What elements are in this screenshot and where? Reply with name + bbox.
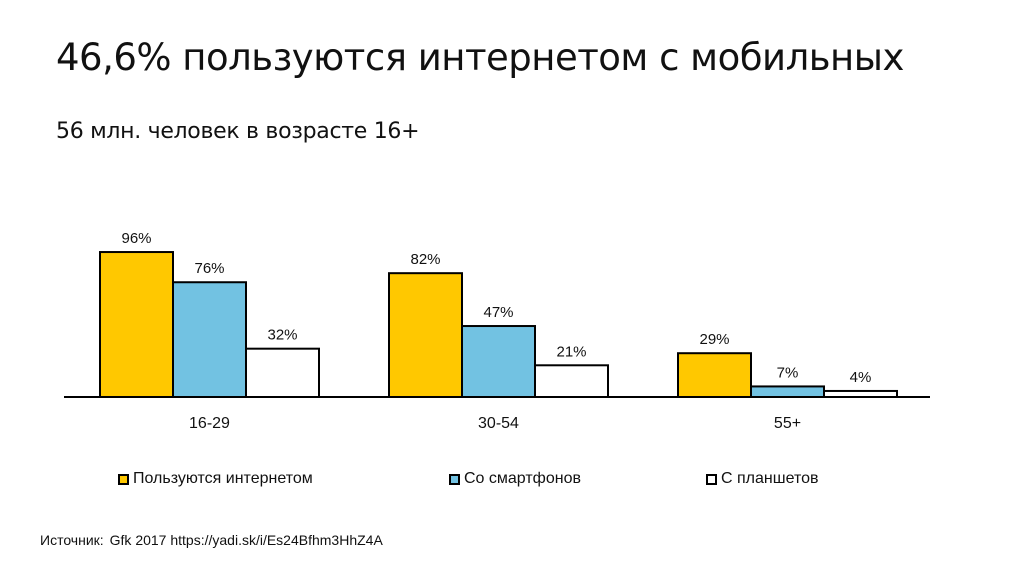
data-label-smartphone-2: 7% <box>777 364 799 381</box>
legend-label-internet: Пользуются интернетом <box>133 470 313 487</box>
legend-swatch-internet <box>118 473 129 485</box>
source-text: Gfk 2017 https://yadi.sk/i/Es24Bfhm3HhZ4… <box>109 532 383 548</box>
data-label-internet-2: 29% <box>699 331 729 348</box>
chart-title: 46,6% пользуются интернетом с мобильных <box>56 36 904 79</box>
source-label: Источник: <box>40 532 104 548</box>
legend-item-internet: Пользуются интернетом <box>118 468 313 490</box>
data-label-internet-1: 82% <box>410 251 440 268</box>
bar-internet-0 <box>99 251 174 398</box>
bar-tablet-0 <box>245 347 320 398</box>
bar-smartphone-1 <box>461 325 536 398</box>
x-tick-label-0: 16-29 <box>189 415 230 432</box>
x-tick-label-1: 30-54 <box>478 415 519 432</box>
data-label-tablet-0: 32% <box>267 327 297 344</box>
legend-label-smartphone: Со смартфонов <box>464 470 581 487</box>
bar-internet-2 <box>677 352 752 398</box>
data-label-smartphone-1: 47% <box>483 304 513 321</box>
bar-smartphone-0 <box>172 281 247 398</box>
source-note: Источник: Gfk 2017 https://yadi.sk/i/Es24… <box>40 531 383 549</box>
legend-item-smartphone: Со смартфонов <box>449 468 581 490</box>
legend-swatch-smartphone <box>449 473 460 485</box>
bar-smartphone-2 <box>750 385 825 398</box>
legend-swatch-tablet <box>706 473 717 485</box>
legend-label-tablet: С планшетов <box>721 470 819 487</box>
data-label-tablet-1: 21% <box>556 343 586 360</box>
data-label-tablet-2: 4% <box>850 369 872 386</box>
x-tick-label-2: 55+ <box>774 415 801 432</box>
data-label-internet-0: 96% <box>121 230 151 247</box>
chart-subtitle: 56 млн. человек в возрасте 16+ <box>56 119 420 144</box>
bar-tablet-1 <box>534 364 609 399</box>
legend-item-tablet: С планшетов <box>706 468 818 490</box>
data-label-smartphone-0: 76% <box>194 260 224 277</box>
bar-internet-1 <box>388 272 463 398</box>
